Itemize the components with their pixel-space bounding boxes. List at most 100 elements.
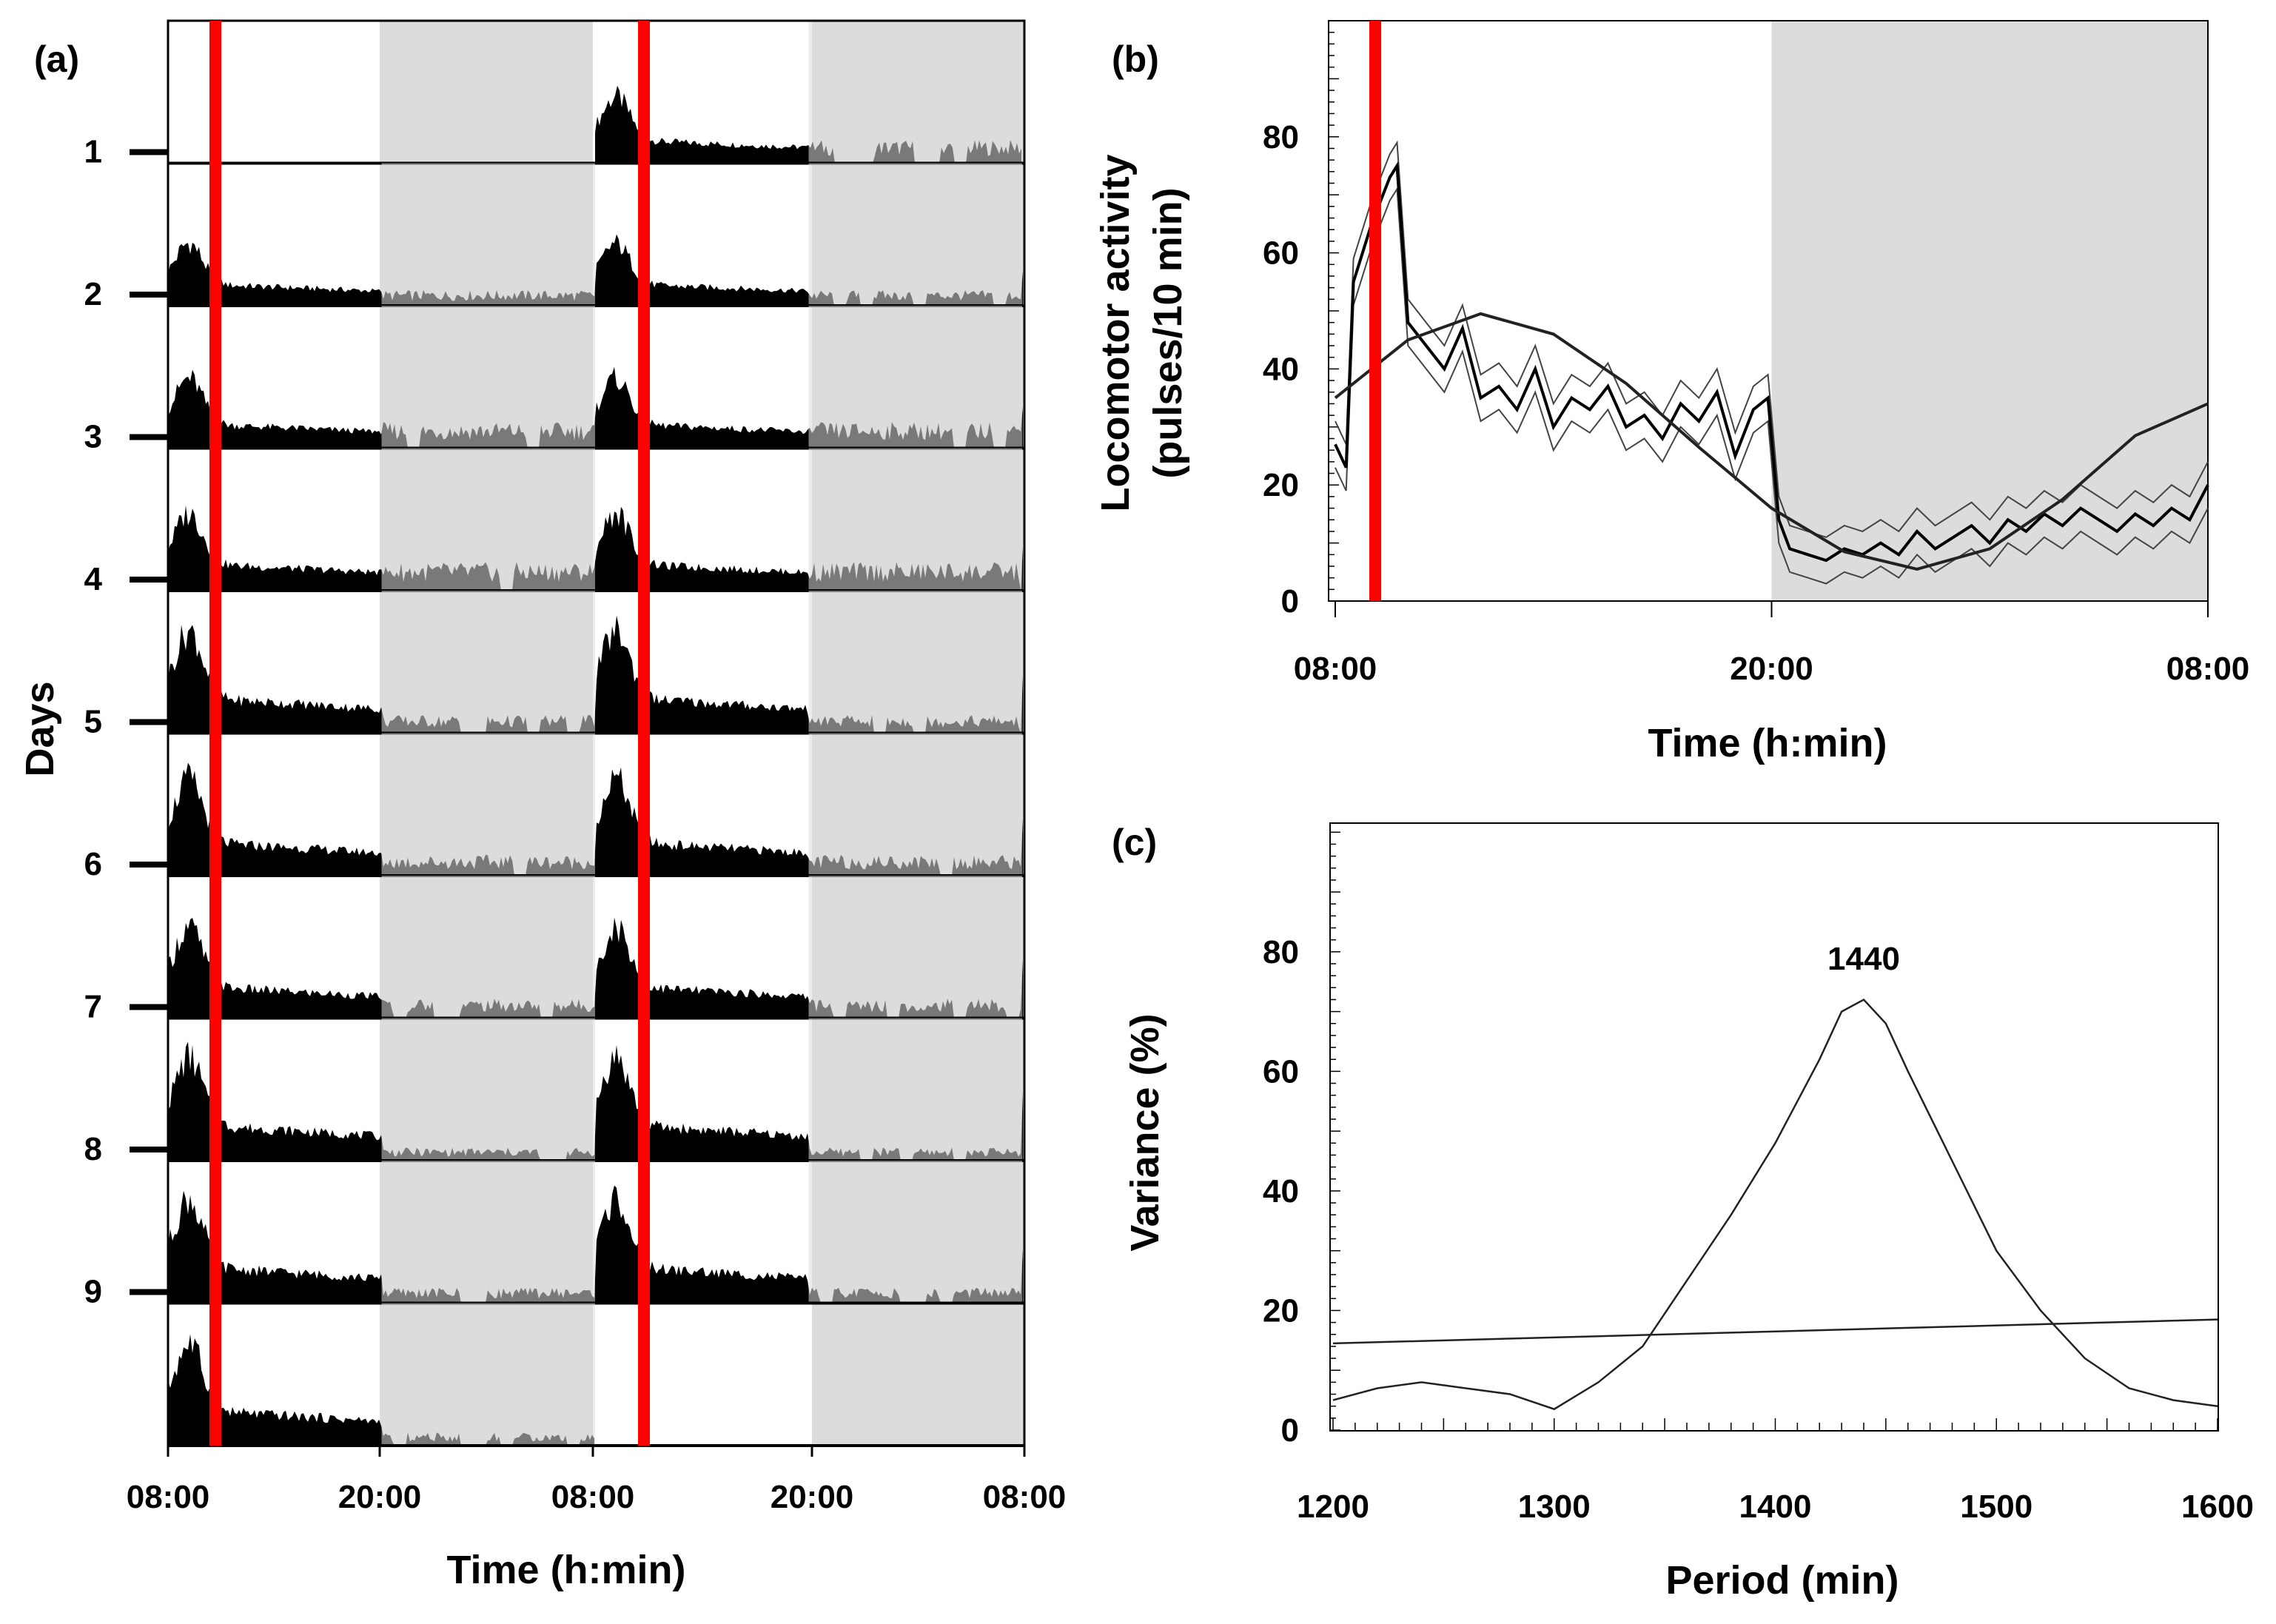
- dark-overlay: [381, 1161, 595, 1303]
- actogram-frame: [167, 19, 1026, 1447]
- plot-c-x-ticks: 1200 1300 1400 1500 1600: [1297, 1489, 2254, 1525]
- dark-overlay: [381, 733, 595, 876]
- plot-c-x-tick-label: 1400: [1739, 1489, 1812, 1525]
- plot-c-y-tick-label: 0: [1281, 1412, 1299, 1449]
- actogram-row: [168, 448, 1024, 592]
- actogram-row: [168, 1303, 1024, 1447]
- day-label: 7: [84, 989, 102, 1025]
- plot-c-y-ticks: 0 20 40 60 80: [1263, 934, 1299, 1449]
- dark-overlay: [808, 1161, 1022, 1303]
- plot-c-x-tick-label: 1600: [2181, 1489, 2254, 1525]
- plot-c-x-tick-label: 1200: [1297, 1489, 1369, 1525]
- plot-b-minor-ticks: [1329, 20, 1339, 602]
- activity-trace: [168, 615, 1023, 734]
- plot-b-x-tick-label: 08:00: [1294, 651, 1377, 687]
- plot-c-y-title: Variance (%): [1123, 1013, 1167, 1251]
- dark-overlay: [381, 876, 595, 1019]
- periodogram-line: [1332, 998, 2218, 1411]
- dark-overlay: [808, 448, 1022, 591]
- day-labels: 1 2 3 4 5 6 7 8 9: [84, 134, 168, 1310]
- day-label: 1: [84, 134, 102, 170]
- actogram-row: [168, 876, 1024, 1020]
- plot-c-series: [1332, 998, 2218, 1411]
- dark-overlay: [381, 448, 595, 591]
- plot-b-x-title: Time (h:min): [1648, 721, 1887, 765]
- plot-c-x-tick-label: 1500: [1960, 1489, 2032, 1525]
- plot-c-y-tick-label: 60: [1263, 1053, 1299, 1090]
- dark-overlay: [381, 591, 595, 734]
- light-pulse-marker-1: [209, 21, 221, 1446]
- actogram-x-ticks: 08:00 20:00 08:00 20:00 08:00: [127, 1479, 1067, 1515]
- light-pulse-marker-2: [638, 21, 650, 1446]
- error-upper: [1335, 140, 2209, 538]
- activity-trace: [168, 1041, 1023, 1161]
- plot-b-series: [1334, 140, 2209, 585]
- dark-overlay: [808, 1018, 1022, 1161]
- panel-b: (b) 0 20 40 60 80 08:00 20:00 08:00 Time (h:mi…: [1093, 20, 2250, 765]
- actogram-rows: [168, 21, 1024, 1447]
- plot-b-y-tick-label: 80: [1263, 119, 1299, 155]
- plot-b-y-title-line2: (pulses/10 min): [1146, 187, 1190, 478]
- actogram-y-title: Days: [18, 681, 62, 776]
- plot-b-y-tick-label: 60: [1263, 235, 1299, 272]
- dark-overlay: [381, 163, 595, 306]
- error-lower: [1335, 187, 2209, 585]
- actogram-x-tick-label: 08:00: [127, 1479, 210, 1515]
- plot-b-x-tick-label: 08:00: [2166, 651, 2250, 687]
- actogram-row: [168, 733, 1024, 877]
- light-pulse-marker: [1369, 21, 1382, 601]
- plot-b-y-tick-label: 0: [1281, 583, 1299, 620]
- plot-b-x-ticks: 08:00 20:00 08:00: [1294, 601, 2250, 687]
- dark-phase-shade: [1771, 21, 2208, 601]
- actogram-row: [168, 21, 1024, 165]
- plot-c-y-tick-label: 40: [1263, 1173, 1299, 1209]
- actogram-x-tick-label: 20:00: [338, 1479, 422, 1515]
- actogram-x-title: Time (h:min): [447, 1548, 686, 1592]
- day-label: 8: [84, 1131, 102, 1167]
- day-label: 9: [84, 1274, 102, 1310]
- plot-c-x-tick-label: 1300: [1518, 1489, 1591, 1525]
- actogram-x-tick-label: 08:00: [983, 1479, 1067, 1515]
- plot-c-minor-ticks: [1330, 831, 2218, 1431]
- dark-overlay: [808, 591, 1022, 734]
- day-label: 4: [84, 561, 103, 597]
- plot-b-y-tick-label: 40: [1263, 351, 1299, 387]
- day-label: 2: [84, 276, 102, 312]
- panel-a-label: (a): [34, 38, 79, 80]
- panel-b-label: (b): [1112, 38, 1159, 80]
- panel-c-label: (c): [1112, 822, 1157, 863]
- threshold-line: [1332, 1318, 2218, 1345]
- dark-overlay: [381, 306, 595, 449]
- actogram-x-tick-label: 08:00: [551, 1479, 635, 1515]
- dark-overlay: [808, 733, 1022, 876]
- peak-period-label: 1440: [1827, 941, 1900, 977]
- actogram-x-axis: [167, 1446, 1026, 1457]
- actogram-row: [168, 1161, 1024, 1305]
- actogram-row: [168, 1018, 1024, 1162]
- dark-overlay: [381, 1018, 595, 1161]
- plot-b-y-tick-label: 20: [1263, 467, 1299, 503]
- actogram-x-tick-label: 20:00: [771, 1479, 854, 1515]
- day-label: 5: [84, 704, 102, 740]
- dark-overlay: [808, 21, 1022, 164]
- dark-overlay: [808, 163, 1022, 306]
- actogram-row: [168, 163, 1024, 307]
- dark-overlay: [808, 306, 1022, 449]
- dark-overlay: [808, 876, 1022, 1019]
- plot-c-y-tick-label: 80: [1263, 934, 1299, 970]
- activity-trace: [168, 1185, 1023, 1303]
- day-label: 6: [84, 846, 102, 882]
- actogram-row: [168, 591, 1024, 735]
- plot-b-y-title-line1: Locomotor activity: [1093, 154, 1138, 511]
- cosinor-fit-line: [1334, 312, 2209, 571]
- activity-trace: [168, 1334, 594, 1446]
- plot-b-y-ticks: 0 20 40 60 80: [1263, 119, 1299, 620]
- day-label: 3: [84, 419, 102, 455]
- panel-a: (a) 1 2 3 4 5 6 7 8 9 08:00 20:00 08:00 20:00 08:00 …: [18, 19, 1067, 1592]
- mean-activity-line: [1334, 161, 2209, 563]
- plot-c-x-title: Period (min): [1665, 1558, 1899, 1603]
- dark-overlay: [381, 1303, 595, 1446]
